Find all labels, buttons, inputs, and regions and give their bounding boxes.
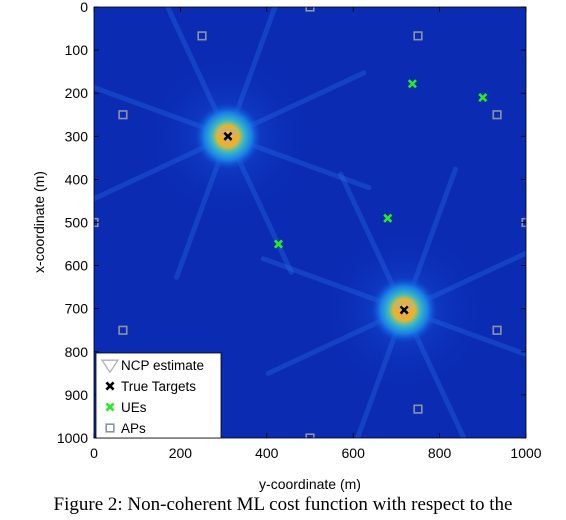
legend-ncp-estimate-symbol xyxy=(100,359,120,374)
legend-true-targets-label: True Targets xyxy=(121,379,196,394)
ues-marker-stroke xyxy=(407,79,417,89)
legend-true-targets-symbol xyxy=(105,381,115,391)
legend: NCP estimate True Targets UEs APs xyxy=(95,352,222,439)
ticks-layer: 0 200 400 600 800 100001002003004005006007008… xyxy=(57,0,542,461)
markers-layer xyxy=(94,7,526,438)
y-axis-label: x-coordinate (m) xyxy=(31,171,47,273)
ncp-estimate-marker xyxy=(218,129,238,144)
aps-marker xyxy=(492,110,502,120)
legend-aps-label: APs xyxy=(121,421,146,436)
ncp-estimate-marker xyxy=(394,303,414,318)
x-tick-label: 800 xyxy=(428,445,452,461)
legend-aps-symbol xyxy=(105,423,115,433)
aps-marker xyxy=(413,31,423,41)
y-tick-label: 900 xyxy=(65,387,89,403)
y-tick-label: 1000 xyxy=(57,430,88,446)
aps-marker xyxy=(492,325,502,335)
y-tick-label: 700 xyxy=(65,301,89,317)
true-targets-marker xyxy=(399,305,409,315)
ues-marker xyxy=(383,213,393,223)
legend-box xyxy=(95,352,222,439)
legend-true-targets-symbol-stroke xyxy=(105,381,115,391)
true-targets-marker xyxy=(223,131,233,141)
y-tick-label: 300 xyxy=(65,128,89,144)
x-tick-label: 1000 xyxy=(510,445,541,461)
legend-ues-label: UEs xyxy=(121,400,147,415)
x-tick-label: 0 xyxy=(90,445,98,461)
x-tick-label: 600 xyxy=(342,445,366,461)
aps-marker xyxy=(118,110,128,120)
ues-marker-stroke xyxy=(383,213,393,223)
aps-marker xyxy=(197,31,207,41)
true-targets-marker-stroke xyxy=(223,131,233,141)
y-tick-label: 100 xyxy=(65,42,89,58)
aps-marker xyxy=(305,433,315,438)
legend-ncp-estimate-label: NCP estimate xyxy=(121,358,204,373)
heatmap-layer xyxy=(94,7,526,438)
figure-caption: Figure 2: Non-coherent ML cost function … xyxy=(53,494,513,515)
true-targets-marker-stroke xyxy=(399,305,409,315)
x-tick-label: 200 xyxy=(169,445,193,461)
ues-marker-stroke xyxy=(273,239,283,249)
figure: 0 200 400 600 800 100001002003004005006007008… xyxy=(31,0,542,492)
y-tick-label: 800 xyxy=(65,344,89,360)
ues-marker-stroke xyxy=(478,92,488,103)
y-tick-label: 500 xyxy=(65,215,89,231)
y-tick-label: 400 xyxy=(65,171,89,187)
y-tick-label: 600 xyxy=(65,258,89,274)
ues-marker xyxy=(273,239,283,249)
aps-marker xyxy=(305,7,315,12)
ues-marker xyxy=(478,92,488,103)
x-tick-label: 400 xyxy=(255,445,279,461)
legend-ues-symbol-stroke xyxy=(105,402,115,412)
aps-marker xyxy=(118,325,128,335)
legend-ues-symbol xyxy=(105,402,115,412)
y-tick-label: 200 xyxy=(65,85,89,101)
x-axis-label: y-coordinate (m) xyxy=(259,476,361,492)
y-tick-label: 0 xyxy=(80,0,88,15)
ues-marker xyxy=(407,79,417,89)
aps-marker xyxy=(413,404,423,414)
